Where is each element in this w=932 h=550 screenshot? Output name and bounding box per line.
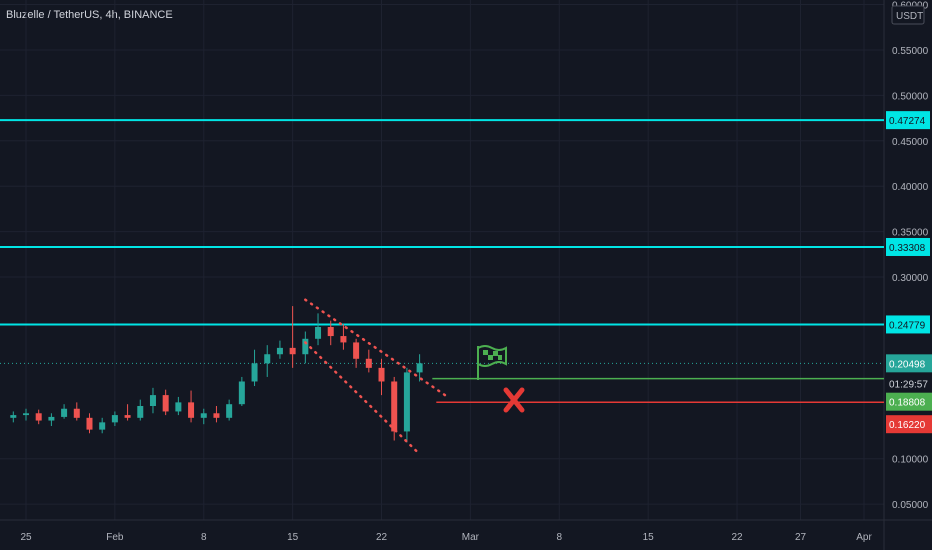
candle-body[interactable]: [264, 354, 271, 364]
x-tick-label: 27: [795, 532, 807, 543]
unit-box: [891, 5, 925, 25]
y-tick-label: 0.05000: [892, 500, 929, 511]
target-price-tag: [886, 392, 932, 411]
candle-body[interactable]: [35, 413, 42, 421]
y-tick-label: 0.30000: [892, 273, 929, 284]
candle-body[interactable]: [175, 402, 182, 412]
x-tick-label: 25: [20, 532, 32, 543]
candle-body[interactable]: [213, 413, 220, 418]
candle-body[interactable]: [315, 326, 322, 339]
y-tick-label: 0.40000: [892, 182, 929, 193]
candle-body[interactable]: [111, 415, 118, 423]
candle-body[interactable]: [378, 367, 385, 382]
candle-body[interactable]: [86, 417, 93, 430]
candle-body[interactable]: [391, 381, 398, 432]
candle-body[interactable]: [23, 413, 29, 416]
candle-body[interactable]: [61, 408, 68, 417]
candle-body[interactable]: [10, 415, 17, 418]
channel-line-lower: [304, 341, 421, 456]
candle-body[interactable]: [353, 342, 360, 359]
level-price-label: 0.24779: [889, 320, 926, 331]
x-tick-label: Apr: [856, 532, 872, 543]
candle-body[interactable]: [188, 402, 195, 418]
y-tick-label: 0.10000: [892, 455, 929, 466]
candle-body[interactable]: [200, 413, 207, 418]
candle-body[interactable]: [99, 422, 106, 430]
target-price-label: 0.18808: [889, 398, 926, 409]
candle-body[interactable]: [149, 395, 156, 407]
candle-body[interactable]: [365, 358, 372, 368]
x-tick-label: 8: [201, 532, 207, 543]
last-price-label: 0.20498: [889, 359, 926, 370]
candle-body[interactable]: [251, 363, 258, 382]
x-tick-label: 22: [376, 532, 388, 543]
level-price-label: 0.33308: [889, 243, 926, 254]
candle-body[interactable]: [289, 347, 296, 355]
stop-price-tag: [886, 415, 932, 434]
x-tick-label: 15: [287, 532, 299, 543]
chart-title: Bluzelle / TetherUS, 4h, BINANCE: [6, 9, 173, 21]
x-tick-label: 22: [731, 532, 743, 543]
candle-body[interactable]: [137, 406, 144, 418]
channel-line-upper: [304, 298, 447, 397]
countdown-label: 01:29:57: [889, 379, 928, 390]
x-tick-label: Mar: [462, 532, 480, 543]
candle-body[interactable]: [416, 363, 423, 373]
candle-body[interactable]: [302, 338, 309, 355]
y-tick-label: 0.45000: [892, 137, 929, 148]
y-unit-label: USDT: [896, 11, 923, 22]
level-price-tag: [886, 237, 930, 256]
x-tick-label: Feb: [106, 532, 124, 543]
flag-icon-pattern: [483, 350, 502, 360]
y-tick-label: 0.55000: [892, 46, 929, 57]
flag-icon: [477, 345, 507, 367]
y-tick-label: 0.50000: [892, 91, 929, 102]
stop-price-label: 0.16220: [889, 420, 926, 431]
level-price-tag: [886, 111, 930, 130]
x-tick-label: 15: [643, 532, 655, 543]
level-price-tag: [886, 315, 930, 334]
level-price-label: 0.47274: [889, 116, 926, 127]
candle-body[interactable]: [162, 395, 169, 412]
candle-body[interactable]: [124, 415, 131, 418]
candle-body[interactable]: [73, 408, 80, 418]
candle-body[interactable]: [226, 404, 233, 418]
candle-body[interactable]: [327, 326, 334, 337]
candle-body[interactable]: [340, 336, 347, 343]
candle-body[interactable]: [238, 381, 245, 405]
candle-body[interactable]: [48, 416, 55, 421]
x-tick-label: 8: [556, 532, 562, 543]
last-price-tag: [886, 354, 932, 373]
candle-body[interactable]: [276, 347, 283, 355]
countdown-tag: [886, 374, 932, 393]
x-mark-icon: [503, 387, 525, 413]
y-tick-label: 0.35000: [892, 228, 929, 239]
candle-body[interactable]: [403, 372, 410, 432]
